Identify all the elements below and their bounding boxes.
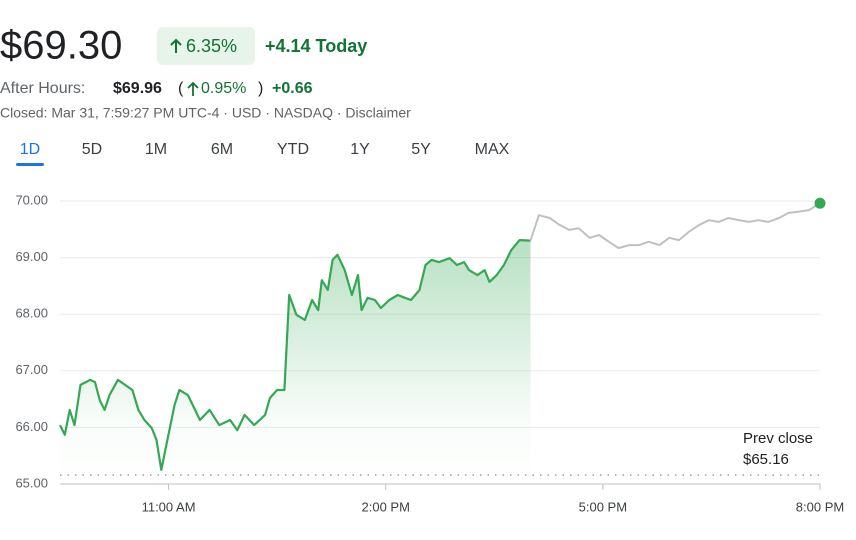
tab[interactable]: 6M — [211, 141, 233, 158]
tab[interactable]: 5Y — [411, 141, 431, 158]
prev-close-label: Prev close — [743, 430, 813, 447]
plot: 65.00 66.00 67.00 68.00 69.00 70.00 11:00 AM 2:… — [15, 192, 844, 514]
tab[interactable]: 5D — [82, 141, 102, 158]
up-arrow — [170, 38, 182, 53]
y-tick-label: 70.00 — [15, 192, 48, 207]
tab[interactable]: YTD — [277, 141, 309, 158]
x-tick-label: 5:00 PM — [579, 499, 627, 514]
price-line — [529, 202, 821, 249]
y-tick-label: 66.00 — [15, 419, 48, 434]
tab[interactable]: 1M — [145, 141, 167, 158]
y-tick-label: 68.00 — [15, 306, 48, 321]
closed-info: Closed: Mar 31, 7:59:27 PM UTC-4 · USD ·… — [0, 105, 411, 121]
after-hours-percent: 0.95% — [201, 80, 246, 97]
tab[interactable]: 1D — [20, 141, 40, 158]
change-badge — [157, 27, 255, 65]
tab-underline — [16, 163, 44, 166]
after-hours-change: +0.66 — [272, 80, 313, 97]
change-percent: 6.35% — [186, 36, 237, 56]
tab[interactable]: MAX — [475, 141, 510, 158]
after-hours-label: After Hours: — [0, 80, 85, 97]
up-arrow — [187, 81, 199, 96]
price: $69.30 — [0, 24, 122, 68]
prev-close-value: $65.16 — [743, 451, 789, 468]
area-fill — [60, 240, 531, 484]
y-tick-label: 67.00 — [15, 362, 48, 377]
x-tick-label: 2:00 PM — [362, 499, 410, 514]
tab[interactable]: 1Y — [350, 141, 370, 158]
x-tick-label: 11:00 AM — [142, 499, 196, 514]
y-tick-label: 69.00 — [15, 249, 48, 264]
price-line — [59, 239, 531, 471]
last-point — [814, 197, 826, 209]
after-hours-price: $69.96 — [113, 80, 162, 97]
tabs: 1D 5D 1M 6M YTD 1Y 5Y MAX — [16, 141, 510, 166]
x-tick-label: 8:00 PM — [796, 499, 844, 514]
y-tick-label: 65.00 — [15, 475, 48, 490]
change-today: +4.14 Today — [265, 36, 367, 56]
paren: ) — [258, 80, 263, 97]
paren: ( — [178, 80, 184, 97]
